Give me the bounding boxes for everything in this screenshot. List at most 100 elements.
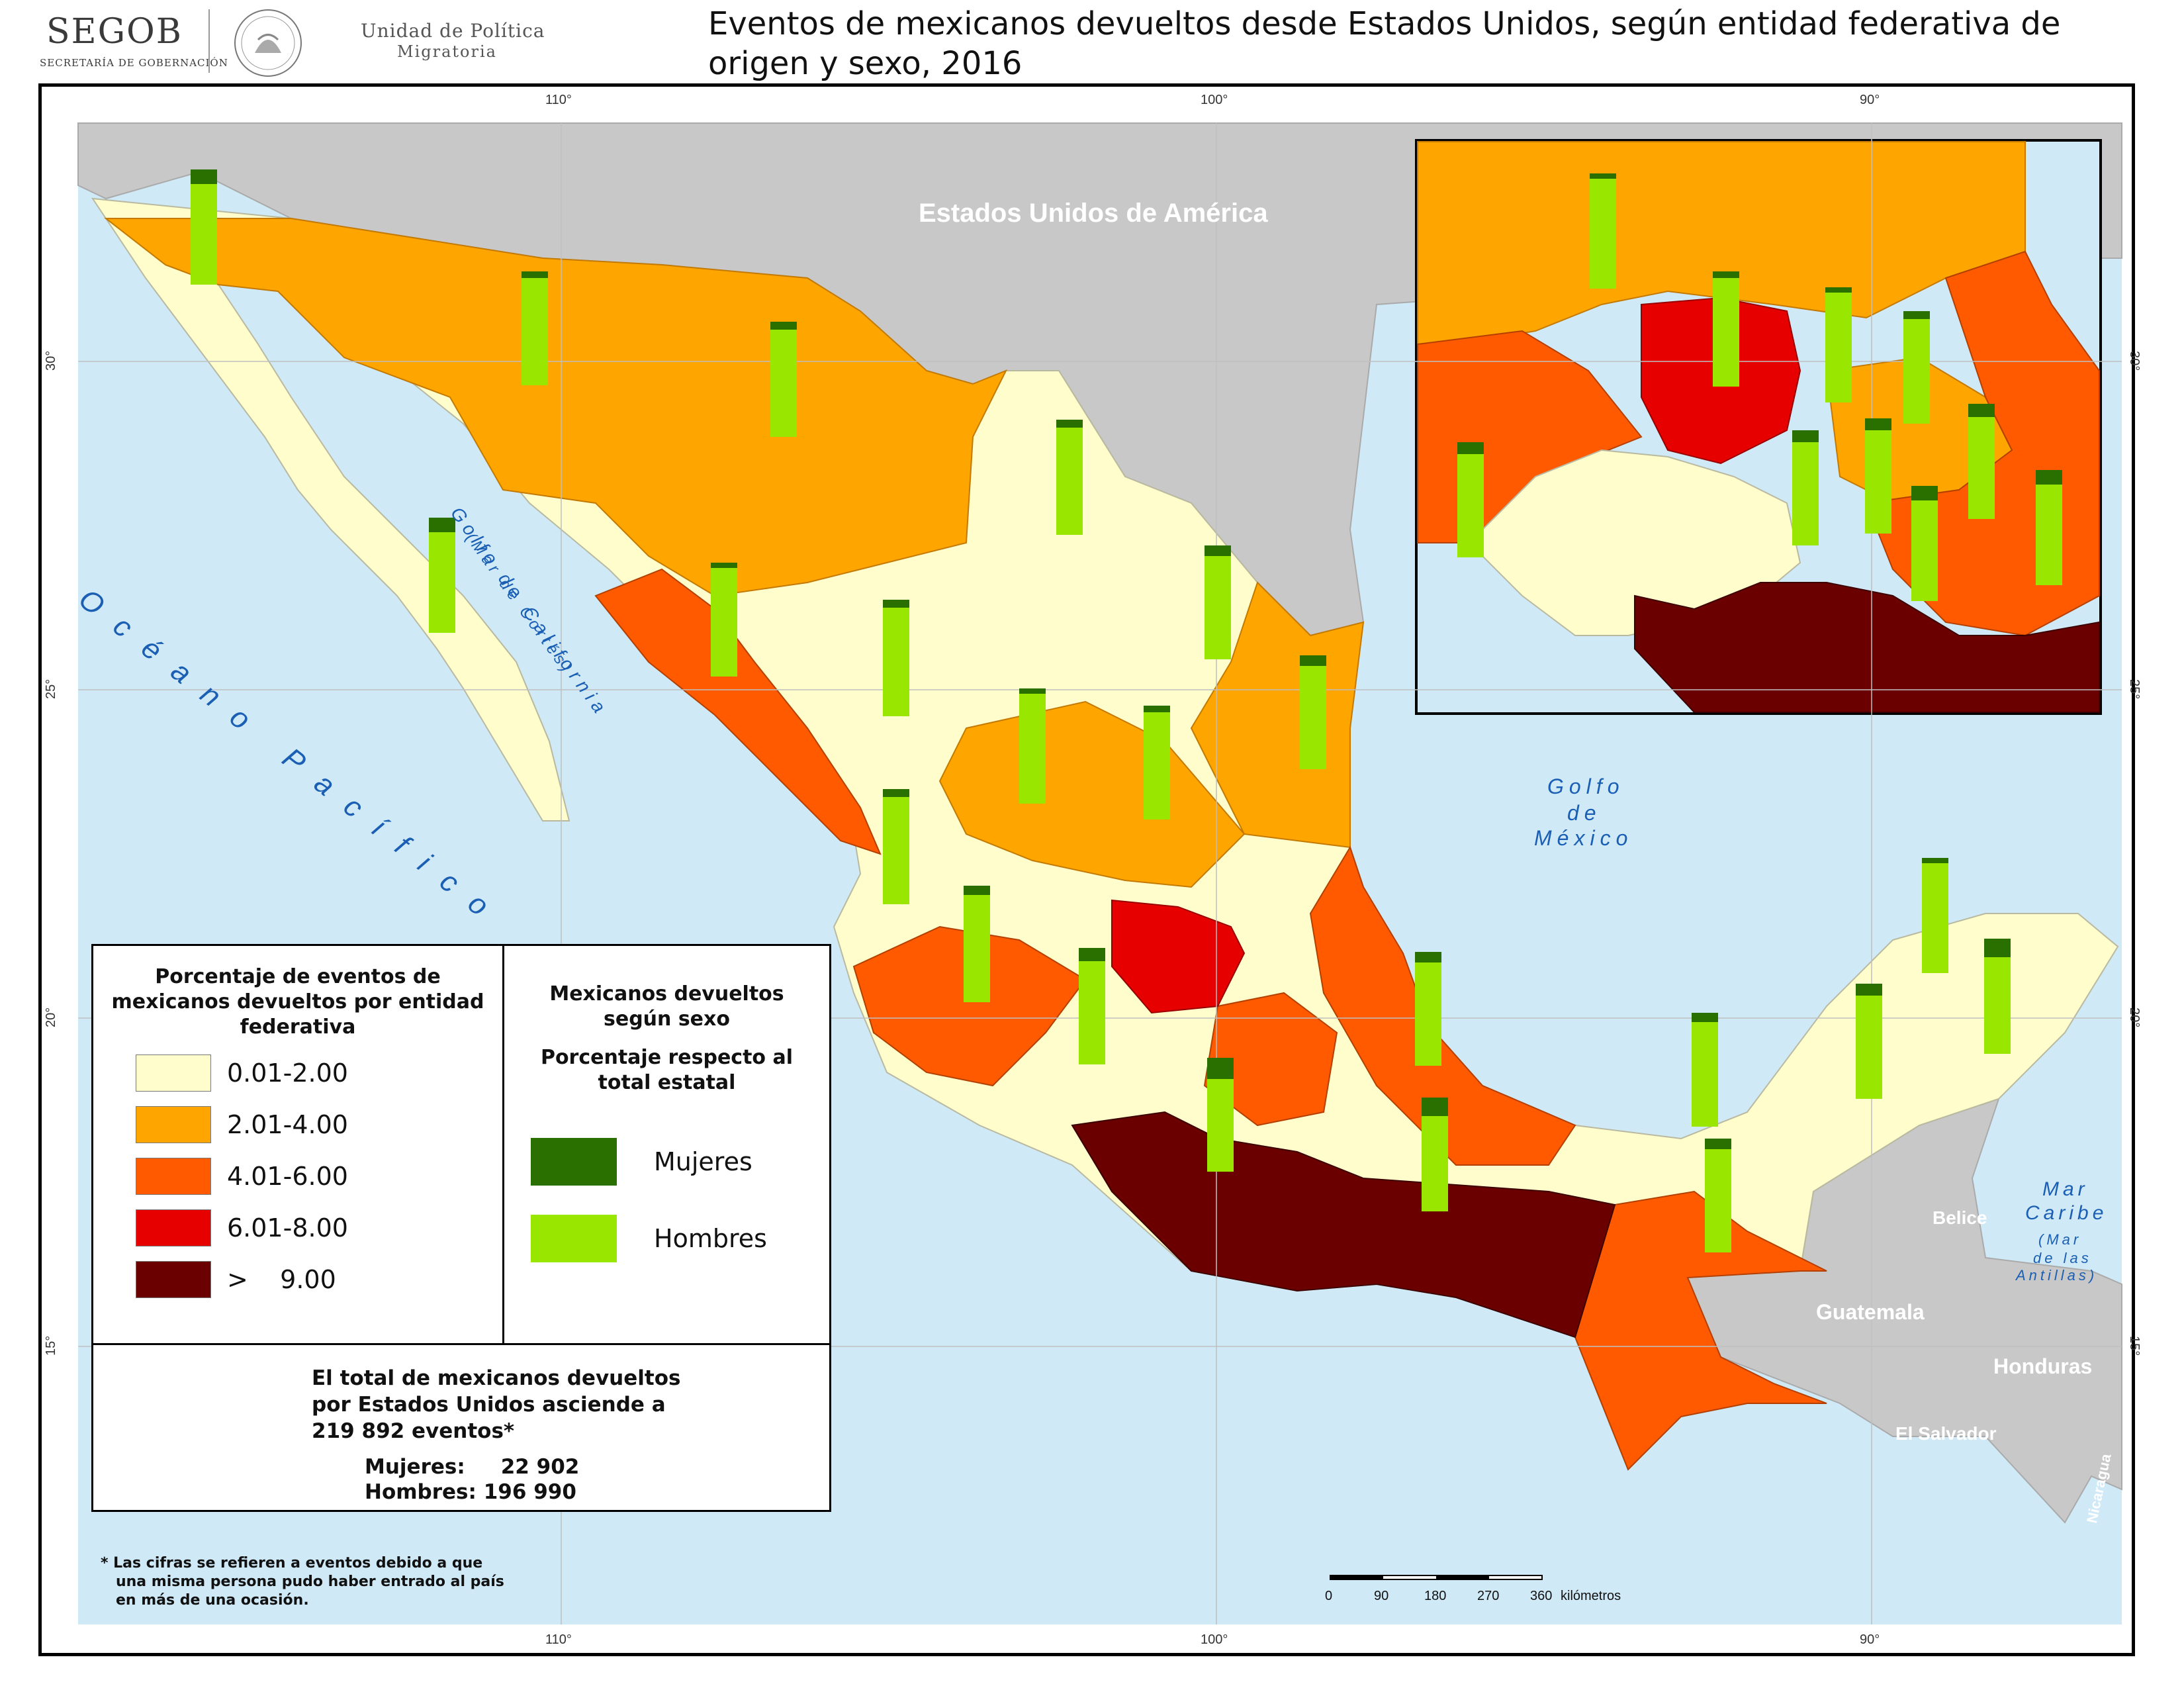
state-michoacan-area <box>1203 992 1338 1127</box>
scale-unit: kilómetros <box>1561 1589 1621 1603</box>
baja-california <box>105 218 570 821</box>
bar-sonora <box>522 271 548 385</box>
totals-line2: por Estados Unidos asciende a <box>312 1393 666 1417</box>
bar-tabasco <box>1692 1013 1718 1127</box>
lat-left-25: 25° <box>44 679 58 699</box>
legend-men: Hombres <box>531 1215 767 1262</box>
bar-zacatecas <box>1019 688 1046 804</box>
bar-inset-1 <box>1590 173 1616 289</box>
national-seal-icon <box>234 9 302 77</box>
choropleth-legend: Porcentaje de eventos de mexicanos devue… <box>93 946 504 1343</box>
legend-class-2: 2.01-4.00 <box>136 1106 348 1143</box>
bar-san-luis <box>1144 706 1170 820</box>
legend-swatch-3 <box>136 1158 211 1195</box>
page-title: Eventos de mexicanos devueltos desde Est… <box>708 5 2061 82</box>
label-caribbean-2: Caribe <box>2025 1202 2108 1224</box>
label-caribbean-1: Mar <box>2042 1178 2089 1200</box>
bar-veracruz <box>1415 952 1441 1066</box>
bar-baja-california <box>191 169 217 285</box>
men-total: Hombres: 196 990 <box>365 1480 576 1504</box>
state-east-coast <box>1309 845 1576 1166</box>
lon-bottom-100: 100° <box>1201 1632 1228 1647</box>
header: SEGOB SECRETARÍA DE GOBERNACIÓN Unidad d… <box>0 0 2184 86</box>
legend-swatch-4 <box>136 1209 211 1246</box>
bar-nuevo-leon <box>1205 545 1231 659</box>
state-chiapas <box>1574 1190 1827 1471</box>
bar-campeche <box>1856 984 1882 1099</box>
label-caribbean-5: Antillas) <box>2016 1267 2098 1284</box>
lat-right-20: 20° <box>2127 1008 2142 1028</box>
legend-class-1: 0.01-2.00 <box>136 1055 348 1092</box>
bar-inset-5 <box>1457 442 1484 557</box>
legend-class-label: 2.01-4.00 <box>227 1110 348 1139</box>
bar-inset-7 <box>1865 418 1891 534</box>
bar-tamaulipas <box>1300 655 1326 769</box>
bar-jalisco <box>964 886 990 1002</box>
bar-inset-2 <box>1713 271 1739 387</box>
scale-tick-180: 180 <box>1424 1589 1447 1603</box>
state-guanajuato <box>1111 899 1246 1014</box>
bar-inset-9 <box>1911 486 1938 601</box>
lon-top-90: 90° <box>1860 93 1880 107</box>
scale-tick-360: 360 <box>1530 1589 1553 1603</box>
bar-inset-6 <box>1792 430 1819 545</box>
legend-class-4: 6.01-8.00 <box>136 1209 348 1246</box>
label-caribbean-4: de las <box>2033 1250 2092 1266</box>
bar-oaxaca <box>1422 1098 1448 1211</box>
bar-quintana-roo <box>1984 939 2011 1054</box>
lon-bottom-110: 110° <box>545 1632 572 1647</box>
scale-tick-270: 270 <box>1477 1589 1500 1603</box>
scale-tick-0: 0 <box>1325 1589 1333 1603</box>
sex-bars <box>191 169 2062 1252</box>
lat-right-30: 30° <box>2127 351 2142 371</box>
bar-inset-3 <box>1825 287 1852 402</box>
totals-line3: 219 892 eventos* <box>312 1419 515 1443</box>
agency-logo-text: SEGOB <box>46 12 183 52</box>
men-swatch <box>531 1215 617 1262</box>
label-honduras: Honduras <box>1993 1354 2093 1378</box>
bar-durango <box>883 600 909 716</box>
bar-yucatan <box>1922 858 1948 973</box>
men-label: Hombres <box>654 1224 767 1253</box>
legend-class-5: > 9.00 <box>136 1261 336 1298</box>
bar-coahuila <box>1056 420 1083 535</box>
legend-class-3: 4.01-6.00 <box>136 1158 348 1195</box>
scale-bar-graphic <box>1330 1575 1543 1580</box>
label-el-salvador: El Salvador <box>1895 1423 1997 1444</box>
sex-legend-subtitle: Porcentaje respecto al total estatal <box>540 1046 794 1094</box>
bar-inset-10 <box>2036 470 2062 585</box>
bar-chihuahua <box>770 322 797 437</box>
totals-panel: El total de mexicanos devueltos por Esta… <box>93 1343 829 1512</box>
unit-name-line1: Unidad de Política <box>361 20 545 42</box>
lat-left-20: 20° <box>44 1007 58 1027</box>
legend-class-label: 0.01-2.00 <box>227 1058 348 1088</box>
scale-tick-90: 90 <box>1374 1589 1389 1603</box>
women-swatch <box>531 1138 617 1186</box>
bar-michoacan <box>1207 1058 1234 1172</box>
lat-right-25: 25° <box>2127 679 2142 700</box>
totals-line1: El total de mexicanos devueltos <box>312 1366 681 1390</box>
choropleth-legend-title: Porcentaje de eventos de mexicanos devue… <box>111 965 484 1039</box>
map-frame <box>38 83 2135 1656</box>
lat-left-30: 30° <box>44 350 58 371</box>
header-divider <box>208 9 210 73</box>
sex-legend: Mexicanos devueltos según sexo Porcentaj… <box>504 946 829 1343</box>
state-sinaloa <box>594 568 882 855</box>
lon-top-100: 100° <box>1201 93 1228 107</box>
lon-top-110: 110° <box>545 93 572 107</box>
agency-subtitle: SECRETARÍA DE GOBERNACIÓN <box>40 57 228 69</box>
lat-right-15: 15° <box>2127 1336 2142 1356</box>
bar-inset-4 <box>1903 311 1930 424</box>
label-gulf-mexico-1: Golfo <box>1547 774 1625 798</box>
unit-name-line2: Migratoria <box>397 42 497 61</box>
women-label: Mujeres <box>654 1147 752 1176</box>
lon-bottom-90: 90° <box>1860 1632 1880 1647</box>
label-caribbean-3: (Mar <box>2038 1231 2082 1248</box>
label-guatemala: Guatemala <box>1816 1300 1925 1324</box>
label-gulf-mexico-2: de <box>1567 801 1602 825</box>
legend-swatch-5 <box>136 1261 211 1298</box>
totals-text: El total de mexicanos devueltos por Esta… <box>312 1365 680 1444</box>
bar-sinaloa <box>711 563 737 677</box>
sex-legend-title: Mexicanos devueltos según sexo <box>549 982 784 1031</box>
bar-chiapas <box>1705 1139 1731 1252</box>
